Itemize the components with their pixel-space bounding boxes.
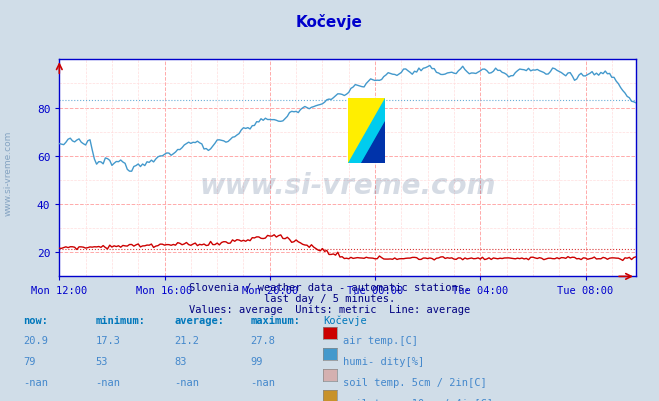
Text: -nan: -nan bbox=[175, 398, 200, 401]
Text: -nan: -nan bbox=[250, 398, 275, 401]
Text: 17.3: 17.3 bbox=[96, 336, 121, 346]
Text: -nan: -nan bbox=[23, 377, 48, 387]
Text: 20.9: 20.9 bbox=[23, 336, 48, 346]
Text: -nan: -nan bbox=[96, 377, 121, 387]
Text: Kočevje: Kočevje bbox=[296, 14, 363, 30]
Text: 53: 53 bbox=[96, 356, 108, 367]
Text: humi- dity[%]: humi- dity[%] bbox=[343, 356, 424, 367]
Text: -nan: -nan bbox=[96, 398, 121, 401]
Text: Slovenia / weather data - automatic stations.: Slovenia / weather data - automatic stat… bbox=[189, 283, 470, 293]
Text: maximum:: maximum: bbox=[250, 315, 301, 325]
Text: minimum:: minimum: bbox=[96, 315, 146, 325]
Text: -nan: -nan bbox=[175, 377, 200, 387]
Text: -nan: -nan bbox=[23, 398, 48, 401]
Text: -nan: -nan bbox=[250, 377, 275, 387]
Text: 79: 79 bbox=[23, 356, 36, 367]
Text: now:: now: bbox=[23, 315, 48, 325]
Text: air temp.[C]: air temp.[C] bbox=[343, 336, 418, 346]
Text: Kočevje: Kočevje bbox=[323, 315, 366, 325]
Text: average:: average: bbox=[175, 315, 225, 325]
Text: soil temp. 5cm / 2in[C]: soil temp. 5cm / 2in[C] bbox=[343, 377, 486, 387]
Text: 21.2: 21.2 bbox=[175, 336, 200, 346]
Text: www.si-vreme.com: www.si-vreme.com bbox=[200, 172, 496, 200]
Text: 83: 83 bbox=[175, 356, 187, 367]
Text: last day / 5 minutes.: last day / 5 minutes. bbox=[264, 294, 395, 304]
Text: 99: 99 bbox=[250, 356, 263, 367]
Text: Values: average  Units: metric  Line: average: Values: average Units: metric Line: aver… bbox=[189, 304, 470, 314]
Text: soil temp. 10cm / 4in[C]: soil temp. 10cm / 4in[C] bbox=[343, 398, 493, 401]
Text: www.si-vreme.com: www.si-vreme.com bbox=[4, 130, 13, 215]
Text: 27.8: 27.8 bbox=[250, 336, 275, 346]
